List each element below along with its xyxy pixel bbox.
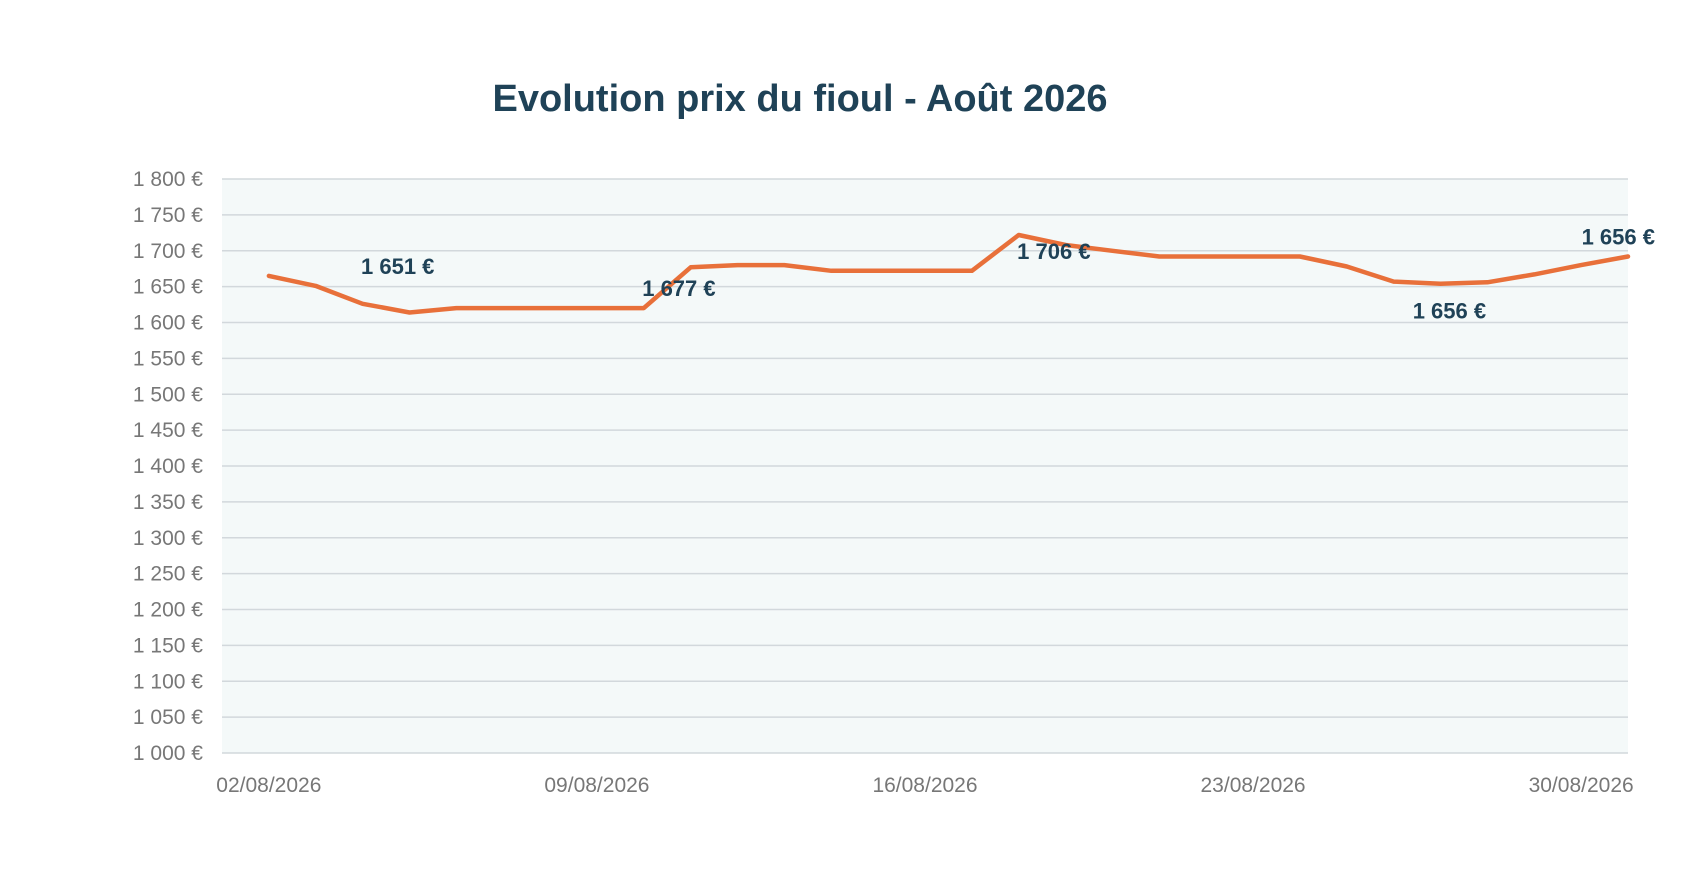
x-axis-ticks: 02/08/2026 09/08/2026 16/08/2026 23/08/2026… [216,774,1633,797]
y-tick-label: 1 550 € [133,347,203,370]
gridlines [222,178,1628,754]
y-tick-label: 1 450 € [133,419,203,442]
data-label: 1 706 € [1017,239,1090,264]
y-tick-label: 1 050 € [133,706,203,729]
y-tick-label: 1 800 € [133,168,203,191]
chart-title: Evolution prix du fioul - Août 2026 [492,78,1108,120]
x-tick-label: 09/08/2026 [544,774,649,797]
x-tick-label: 02/08/2026 [216,774,321,797]
series [266,232,1631,315]
y-tick-label: 1 250 € [133,563,203,586]
y-tick-label: 1 100 € [133,670,203,693]
data-label: 1 656 € [1582,224,1655,249]
y-tick-label: 1 500 € [133,383,203,406]
series-line [266,232,1631,315]
x-tick-label: 30/08/2026 [1529,774,1634,797]
x-tick-label: 16/08/2026 [872,774,977,797]
data-label: 1 677 € [642,276,715,301]
y-tick-label: 1 350 € [133,491,203,514]
data-label: 1 651 € [361,254,434,279]
y-tick-label: 1 000 € [133,742,203,765]
x-tick-label: 23/08/2026 [1201,774,1306,797]
y-tick-label: 1 150 € [133,634,203,657]
y-tick-label: 1 300 € [133,527,203,550]
y-tick-label: 1 650 € [133,276,203,299]
data-label: 1 656 € [1413,298,1486,323]
y-tick-label: 1 600 € [133,312,203,335]
y-axis-ticks: 1 000 € 1 050 € 1 100 € 1 150 € 1 200 € 1 250… [133,168,203,765]
data-labels: 1 651 € 1 677 € 1 706 € 1 656 € 1 656 € [361,224,1655,323]
y-tick-label: 1 200 € [133,599,203,622]
y-tick-label: 1 400 € [133,455,203,478]
y-tick-label: 1 700 € [133,240,203,263]
y-tick-label: 1 750 € [133,204,203,227]
